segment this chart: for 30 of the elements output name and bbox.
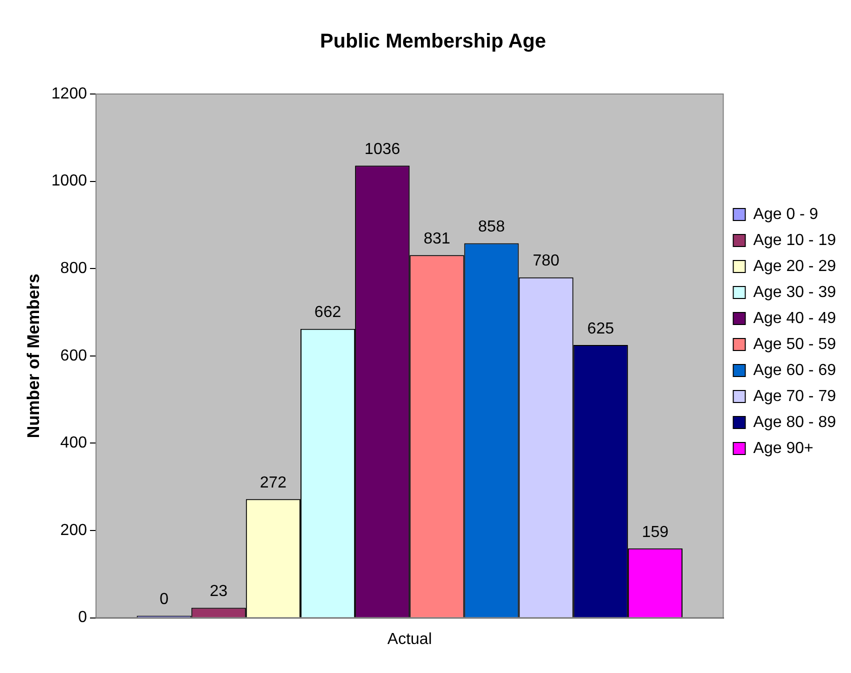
legend-label: Age 90+ <box>753 440 814 457</box>
legend-label: Age 30 - 39 <box>753 284 836 301</box>
y-tick-label: 600 <box>60 347 88 364</box>
legend-label: Age 50 - 59 <box>753 336 836 353</box>
chart-title: Public Membership Age <box>320 30 546 53</box>
data-label: 662 <box>314 304 342 322</box>
data-label: 780 <box>532 252 560 270</box>
x-axis-title: Actual <box>387 630 432 648</box>
legend-label: Age 60 - 69 <box>753 362 836 379</box>
y-tick-label: 0 <box>78 609 88 626</box>
legend-label: Age 10 - 19 <box>753 232 836 249</box>
y-axis-title: Number of Members <box>24 274 43 438</box>
y-tick-label: 200 <box>60 522 88 539</box>
y-tick-label: 800 <box>60 260 88 278</box>
y-tick-label: 1000 <box>51 172 88 190</box>
data-label: 159 <box>642 524 669 541</box>
legend-label: Age 40 - 49 <box>753 310 836 327</box>
data-label: 23 <box>210 583 228 600</box>
legend-label: Age 20 - 29 <box>753 258 836 275</box>
data-label: 858 <box>478 218 505 236</box>
data-label: 625 <box>587 320 614 338</box>
data-label: 1036 <box>364 140 400 158</box>
y-tick-label: 1200 <box>51 85 88 102</box>
data-label: 831 <box>424 230 450 248</box>
data-label: 272 <box>260 474 287 492</box>
legend-label: Age 0 - 9 <box>753 206 818 223</box>
y-tick-label: 400 <box>60 434 88 452</box>
data-label: 0 <box>160 591 169 608</box>
legend-label: Age 70 - 79 <box>753 388 836 405</box>
legend-label: Age 80 - 89 <box>753 414 836 431</box>
